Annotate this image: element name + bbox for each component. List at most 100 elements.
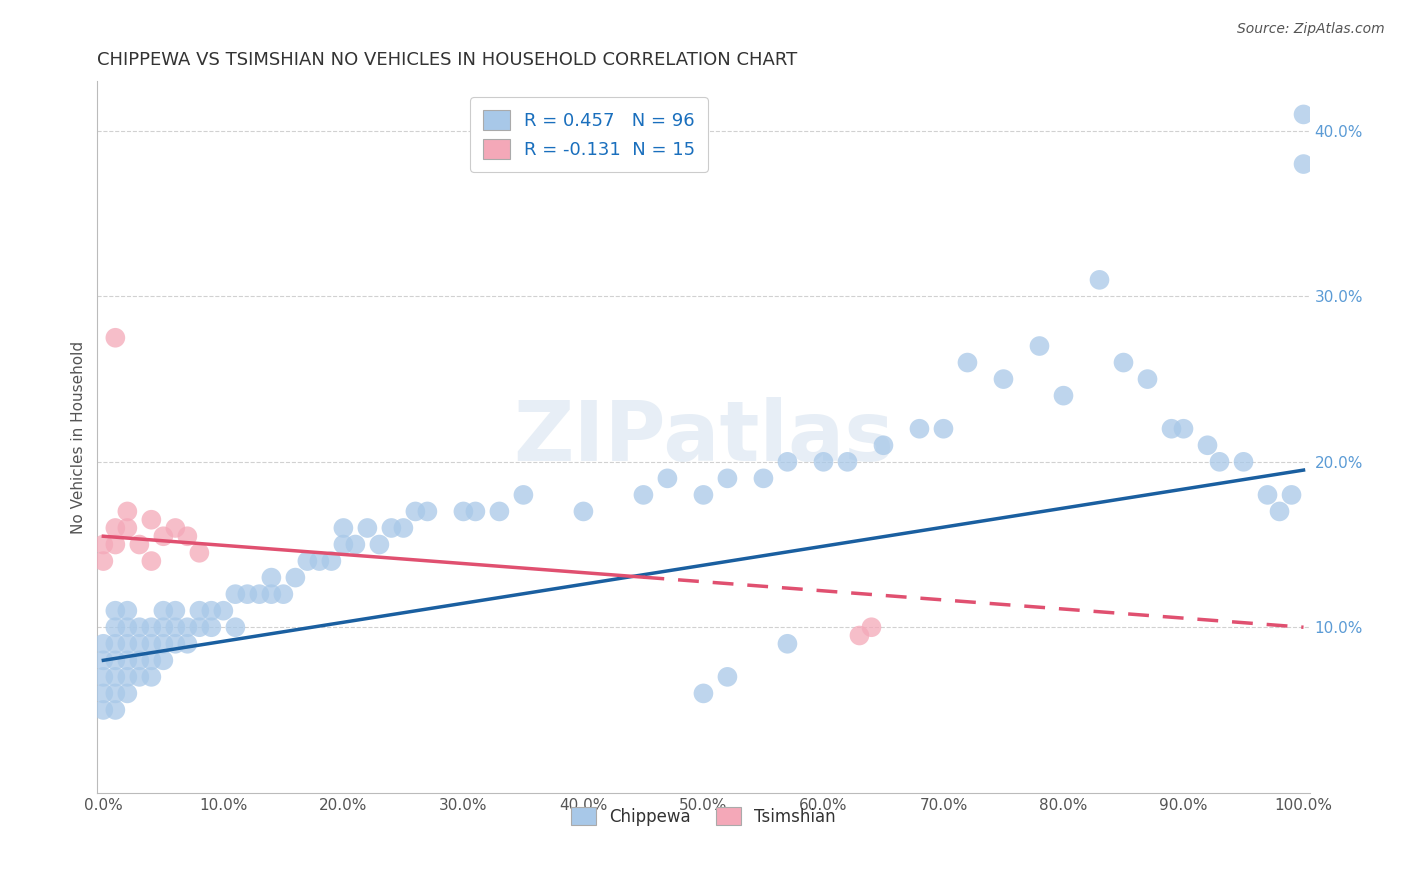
Point — [104, 620, 127, 634]
Point — [488, 504, 510, 518]
Point — [716, 471, 738, 485]
Point — [1257, 488, 1279, 502]
Point — [813, 455, 835, 469]
Point — [176, 529, 198, 543]
Point — [104, 703, 127, 717]
Legend: Chippewa, Tsimshian: Chippewa, Tsimshian — [562, 798, 844, 834]
Y-axis label: No Vehicles in Household: No Vehicles in Household — [72, 341, 86, 533]
Point — [1268, 504, 1291, 518]
Point — [308, 554, 330, 568]
Point — [464, 504, 486, 518]
Point — [247, 587, 270, 601]
Point — [128, 620, 150, 634]
Point — [860, 620, 883, 634]
Point — [104, 653, 127, 667]
Point — [152, 529, 174, 543]
Point — [117, 653, 139, 667]
Point — [165, 604, 187, 618]
Point — [152, 653, 174, 667]
Point — [93, 653, 115, 667]
Point — [332, 521, 354, 535]
Point — [141, 620, 163, 634]
Point — [633, 488, 655, 502]
Point — [1136, 372, 1159, 386]
Point — [380, 521, 402, 535]
Point — [93, 670, 115, 684]
Point — [716, 670, 738, 684]
Point — [188, 546, 211, 560]
Point — [93, 537, 115, 551]
Point — [128, 537, 150, 551]
Point — [260, 571, 283, 585]
Point — [1088, 273, 1111, 287]
Point — [128, 637, 150, 651]
Point — [1232, 455, 1254, 469]
Point — [273, 587, 295, 601]
Point — [356, 521, 378, 535]
Point — [200, 620, 222, 634]
Point — [752, 471, 775, 485]
Point — [956, 355, 979, 369]
Point — [152, 637, 174, 651]
Point — [104, 521, 127, 535]
Point — [368, 537, 391, 551]
Point — [93, 554, 115, 568]
Point — [284, 571, 307, 585]
Point — [1160, 422, 1182, 436]
Point — [117, 604, 139, 618]
Point — [104, 331, 127, 345]
Point — [512, 488, 534, 502]
Point — [117, 637, 139, 651]
Point — [141, 637, 163, 651]
Point — [141, 653, 163, 667]
Point — [141, 554, 163, 568]
Point — [872, 438, 894, 452]
Point — [932, 422, 955, 436]
Point — [117, 686, 139, 700]
Point — [321, 554, 343, 568]
Point — [93, 686, 115, 700]
Text: ZIPatlas: ZIPatlas — [513, 397, 894, 477]
Point — [188, 604, 211, 618]
Point — [1208, 455, 1230, 469]
Point — [117, 504, 139, 518]
Text: CHIPPEWA VS TSIMSHIAN NO VEHICLES IN HOUSEHOLD CORRELATION CHART: CHIPPEWA VS TSIMSHIAN NO VEHICLES IN HOU… — [97, 51, 797, 69]
Point — [453, 504, 475, 518]
Point — [117, 670, 139, 684]
Point — [416, 504, 439, 518]
Text: Source: ZipAtlas.com: Source: ZipAtlas.com — [1237, 22, 1385, 37]
Point — [297, 554, 319, 568]
Point — [1173, 422, 1195, 436]
Point — [908, 422, 931, 436]
Point — [1281, 488, 1303, 502]
Point — [165, 521, 187, 535]
Point — [1112, 355, 1135, 369]
Point — [152, 604, 174, 618]
Point — [776, 637, 799, 651]
Point — [1028, 339, 1050, 353]
Point — [332, 537, 354, 551]
Point — [104, 686, 127, 700]
Point — [117, 521, 139, 535]
Point — [224, 620, 246, 634]
Point — [188, 620, 211, 634]
Point — [104, 670, 127, 684]
Point — [1197, 438, 1219, 452]
Point — [1292, 107, 1315, 121]
Point — [260, 587, 283, 601]
Point — [657, 471, 679, 485]
Point — [993, 372, 1015, 386]
Point — [692, 686, 714, 700]
Point — [128, 653, 150, 667]
Point — [344, 537, 367, 551]
Point — [104, 604, 127, 618]
Point — [848, 628, 870, 642]
Point — [165, 620, 187, 634]
Point — [1292, 157, 1315, 171]
Point — [117, 620, 139, 634]
Point — [776, 455, 799, 469]
Point — [141, 670, 163, 684]
Point — [692, 488, 714, 502]
Point — [392, 521, 415, 535]
Point — [93, 703, 115, 717]
